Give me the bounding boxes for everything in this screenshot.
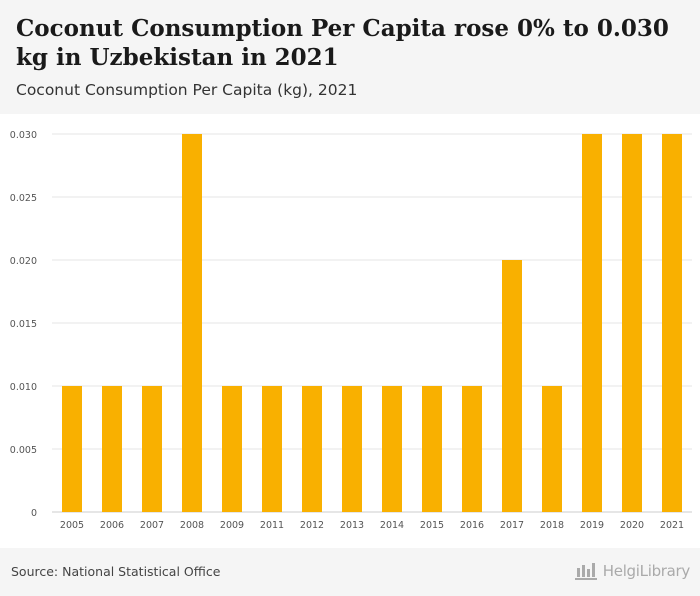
y-tick-label: 0 bbox=[31, 508, 37, 519]
x-tick-label: 2012 bbox=[300, 520, 324, 531]
x-tick-label: 2006 bbox=[100, 520, 124, 531]
y-tick-label: 0.020 bbox=[10, 256, 37, 267]
x-tick-label: 2019 bbox=[580, 520, 604, 531]
chart-subtitle: Coconut Consumption Per Capita (kg), 202… bbox=[16, 81, 358, 99]
library-icon bbox=[574, 563, 597, 580]
y-tick-label: 0.010 bbox=[10, 382, 37, 393]
x-tick-label: 2013 bbox=[340, 520, 364, 531]
bar bbox=[142, 386, 162, 512]
bar bbox=[462, 386, 482, 512]
bar bbox=[622, 134, 642, 512]
brand-name: HelgiLibrary bbox=[602, 562, 691, 580]
x-tick-label: 2007 bbox=[140, 520, 164, 531]
brand-logo[interactable]: HelgiLibrary bbox=[574, 558, 690, 584]
bar bbox=[262, 386, 282, 512]
bar bbox=[502, 260, 522, 512]
x-tick-label: 2011 bbox=[260, 520, 284, 531]
x-tick-label: 2005 bbox=[60, 520, 84, 531]
bar bbox=[582, 134, 602, 512]
bar bbox=[342, 386, 362, 512]
x-tick-label: 2018 bbox=[540, 520, 564, 531]
y-tick-label: 0.025 bbox=[10, 193, 37, 204]
x-tick-label: 2020 bbox=[620, 520, 644, 531]
chart-footer: Source: National Statistical Office Helg… bbox=[0, 548, 700, 596]
y-tick-label: 0.015 bbox=[10, 319, 37, 330]
x-tick-label: 2016 bbox=[460, 520, 484, 531]
y-tick-label: 0.005 bbox=[10, 445, 37, 456]
chart-title: Coconut Consumption Per Capita rose 0% t… bbox=[16, 15, 669, 71]
x-tick-label: 2017 bbox=[500, 520, 524, 531]
chart-header: Coconut Consumption Per Capita rose 0% t… bbox=[0, 0, 700, 114]
bar bbox=[222, 386, 242, 512]
bar bbox=[182, 134, 202, 512]
x-tick-label: 2021 bbox=[660, 520, 684, 531]
bar-chart: 0 0.005 0.010 0.015 0.020 0.025 0.030 2005 2006 2… bbox=[10, 130, 692, 531]
bar bbox=[662, 134, 682, 512]
bar bbox=[302, 386, 322, 512]
x-tick-label: 2008 bbox=[180, 520, 204, 531]
chart-area: 0 0.005 0.010 0.015 0.020 0.025 0.030 2005 2006 2… bbox=[0, 114, 700, 542]
x-tick-label: 2014 bbox=[380, 520, 404, 531]
bar bbox=[382, 386, 402, 512]
bar bbox=[62, 386, 82, 512]
bar bbox=[542, 386, 562, 512]
x-tick-label: 2015 bbox=[420, 520, 444, 531]
x-tick-label: 2009 bbox=[220, 520, 244, 531]
bar bbox=[102, 386, 122, 512]
y-tick-label: 0.030 bbox=[10, 130, 37, 141]
source-note: Source: National Statistical Office bbox=[11, 564, 221, 579]
bar bbox=[422, 386, 442, 512]
